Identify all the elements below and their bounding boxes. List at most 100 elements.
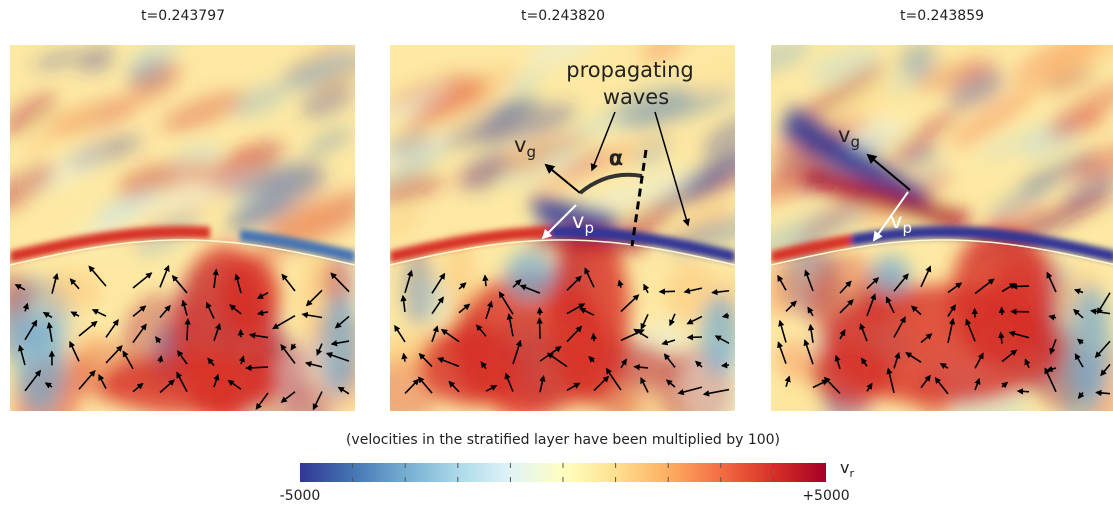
field xyxy=(771,45,1113,411)
velocity-arrow xyxy=(177,349,188,365)
interface-band xyxy=(10,226,210,263)
velocity-arrow xyxy=(157,354,164,363)
velocity-arrow xyxy=(42,311,53,319)
field-blob xyxy=(844,117,906,153)
velocity-arrow xyxy=(1048,314,1057,321)
velocity-arrow xyxy=(546,352,568,368)
field-blob xyxy=(1022,124,1079,161)
normal-line xyxy=(630,149,648,247)
velocity-arrow xyxy=(256,292,269,299)
velocity-arrow xyxy=(485,384,498,392)
field-blob xyxy=(608,85,696,121)
vg-arrow xyxy=(866,153,911,191)
field-blob xyxy=(526,45,604,69)
velocity-arrow xyxy=(132,382,144,393)
field-blob xyxy=(489,96,544,118)
field-blob xyxy=(281,50,355,90)
velocity-arrow xyxy=(947,317,956,344)
velocity-arrow xyxy=(839,280,852,294)
field-blob xyxy=(23,106,97,157)
field-blob xyxy=(228,161,323,195)
velocity-arrow xyxy=(866,293,877,317)
velocity-arrow xyxy=(159,304,171,319)
velocity-arrow xyxy=(316,343,323,356)
velocity-arrow xyxy=(893,273,909,292)
field-blob xyxy=(1037,45,1113,69)
velocity-arrow xyxy=(920,374,931,389)
velocity-arrow xyxy=(431,272,446,294)
field-blob xyxy=(771,45,810,75)
angle-label: α xyxy=(609,146,623,170)
velocity-arrow xyxy=(24,369,42,392)
velocity-arrow xyxy=(784,375,791,387)
interface-bands xyxy=(390,226,735,263)
velocity-arrow xyxy=(1001,349,1018,363)
velocity-arrow xyxy=(661,339,676,346)
annotations: propagating waves α vg vp vg vp xyxy=(514,58,912,247)
field-blob xyxy=(306,128,352,156)
velocity-arrow xyxy=(312,391,323,411)
velocity-arrow xyxy=(46,321,53,342)
field-blob xyxy=(390,86,450,119)
field-blob xyxy=(320,295,355,395)
panel-title: t=0.243797 xyxy=(141,8,225,24)
velocity-arrow xyxy=(778,319,787,343)
velocity-arrow xyxy=(633,363,649,371)
velocity-arrow xyxy=(480,361,487,370)
velocity-arrow xyxy=(512,279,522,288)
velocity-arrow xyxy=(665,379,676,388)
velocity-arrow xyxy=(566,275,582,291)
velocity-arrow xyxy=(1016,388,1030,395)
pointer xyxy=(654,111,690,227)
velocity-arrow xyxy=(401,352,408,362)
field-blob xyxy=(686,57,735,92)
velocity-arrow xyxy=(1024,358,1031,369)
velocity-arrow xyxy=(69,340,80,362)
field-blob xyxy=(147,170,258,213)
field-blob xyxy=(771,206,868,254)
velocity-arrow xyxy=(207,357,215,367)
velocity-arrow xyxy=(1001,381,1009,389)
field-blob xyxy=(10,163,57,217)
velocity-arrow xyxy=(939,362,949,370)
velocity-arrow xyxy=(1089,308,1111,315)
velocity-arrow xyxy=(304,361,323,368)
velocity-arrow xyxy=(711,288,730,296)
panel xyxy=(771,45,1113,411)
velocity-arrow xyxy=(1008,330,1030,339)
wave-band xyxy=(781,105,931,215)
field-blob xyxy=(898,45,938,77)
field-blob xyxy=(283,204,338,235)
field-blob xyxy=(550,225,630,405)
panel-title: t=0.243820 xyxy=(521,8,605,24)
velocity-arrow xyxy=(440,328,460,343)
field-blob xyxy=(100,355,280,411)
interface xyxy=(771,239,1113,266)
field-blob xyxy=(682,145,735,198)
velocity-arrow xyxy=(330,272,350,293)
velocity-arrow xyxy=(334,315,350,329)
velocity-arrow xyxy=(566,303,586,315)
field-blob xyxy=(640,45,685,64)
velocity-arrow xyxy=(1094,340,1111,359)
velocity-arrow xyxy=(400,294,407,313)
field-blob xyxy=(1070,141,1113,180)
panel xyxy=(10,45,355,411)
field-blob xyxy=(33,51,81,70)
velocity-arrow xyxy=(785,300,797,312)
velocity-arrow xyxy=(584,267,595,288)
velocity-arrow xyxy=(171,274,188,294)
velocity-arrow xyxy=(807,306,814,317)
velocity-arrow xyxy=(88,265,107,287)
colorbar-ticks xyxy=(352,463,774,482)
velocity-arrow xyxy=(974,352,984,369)
panel xyxy=(390,45,735,411)
vp-label: vp xyxy=(572,209,594,237)
velocity-arrow xyxy=(1074,353,1084,368)
field-blob xyxy=(160,91,245,133)
colorbar-max: +5000 xyxy=(802,488,849,504)
velocity-arrow xyxy=(777,274,787,291)
velocity-arrow xyxy=(105,319,119,338)
velocity-arrow xyxy=(325,352,350,362)
velocity-arrow xyxy=(504,372,514,392)
